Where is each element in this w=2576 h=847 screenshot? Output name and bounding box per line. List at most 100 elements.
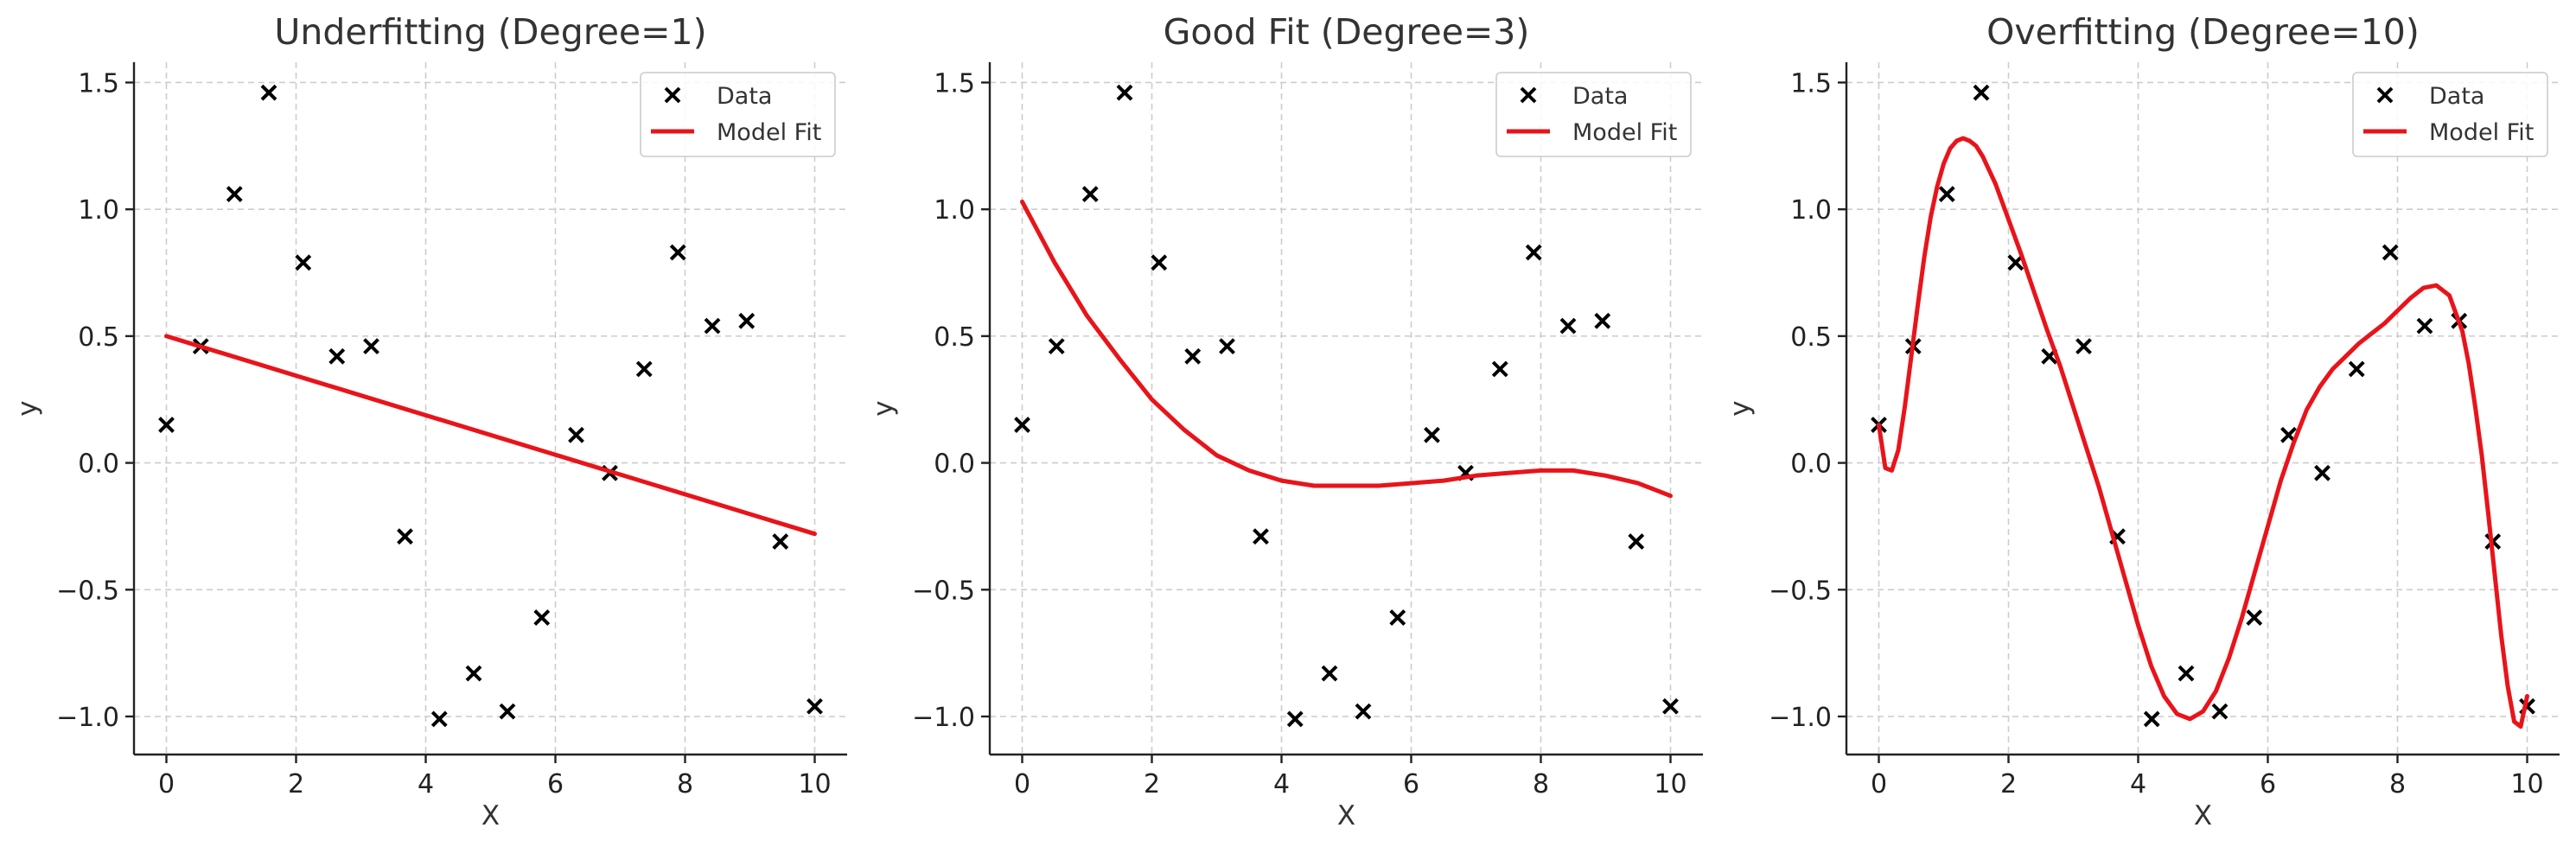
x-tick-label: 4 <box>418 769 434 799</box>
data-point <box>1321 665 1338 682</box>
data-point <box>738 312 756 329</box>
x-tick-label: 8 <box>2389 769 2406 799</box>
y-tick-label: 0.5 <box>1790 322 1832 353</box>
chart-panel-good-fit: 0 2 4 6 8 10 −1.0 −0.5 0.0 0.5 1.0 1.5 Good Fit (Deg… <box>868 11 1703 831</box>
x-tick-label: 0 <box>158 769 175 799</box>
data-point <box>533 609 551 626</box>
legend-label-data: Data <box>2429 83 2484 110</box>
data-point <box>2143 710 2160 728</box>
y-tick-label: −0.5 <box>912 576 975 606</box>
y-tick-label: −1.0 <box>1769 703 1832 733</box>
x-tick-label: 8 <box>677 769 693 799</box>
data-point <box>1628 533 1645 550</box>
data-point <box>1219 338 1235 355</box>
data-point <box>363 338 379 355</box>
data-point <box>1355 703 1372 720</box>
legend-marker-data <box>664 86 681 104</box>
chart-title: Overfitting (Degree=10) <box>1986 11 2420 53</box>
data-point <box>465 665 482 682</box>
data-point <box>2211 703 2228 720</box>
data-point <box>2075 338 2092 355</box>
data-point <box>2382 244 2399 261</box>
y-tick-label: 0.0 <box>1790 449 1832 480</box>
y-tick-label: 1.0 <box>78 195 119 226</box>
x-axis-label: X <box>481 800 500 831</box>
data-point <box>499 703 516 720</box>
data-point <box>260 84 277 101</box>
y-tick-label: 1.5 <box>1790 68 1832 99</box>
legend-marker-data <box>2376 86 2394 104</box>
x-tick-label: 2 <box>288 769 304 799</box>
legend-box <box>2352 72 2548 157</box>
y-tick-label: −0.5 <box>1769 576 1832 606</box>
data-point <box>669 244 686 261</box>
data-point <box>2177 665 2195 682</box>
data-point <box>2246 609 2263 626</box>
x-tick-label: 4 <box>1273 769 1290 799</box>
data-point <box>1286 710 1304 728</box>
x-axis-label: X <box>2194 800 2212 831</box>
y-tick-label: −0.5 <box>56 576 119 606</box>
data-point <box>635 360 653 378</box>
legend-label-model-fit: Model Fit <box>2429 119 2534 146</box>
data-point <box>328 347 346 365</box>
y-tick-label: −1.0 <box>912 703 975 733</box>
y-tick-label: 1.0 <box>1790 195 1832 226</box>
data-point <box>1253 528 1269 545</box>
data-point <box>1525 244 1542 261</box>
data-point <box>2348 360 2365 378</box>
data-point <box>2314 464 2331 481</box>
legend-marker-data <box>1520 86 1537 104</box>
y-tick-label: −1.0 <box>56 703 119 733</box>
data-point <box>1151 254 1168 271</box>
x-tick-label: 6 <box>1403 769 1419 799</box>
y-tick-label: 0.0 <box>78 449 119 480</box>
x-tick-label: 10 <box>798 769 831 799</box>
data-point <box>1081 186 1099 202</box>
legend-box <box>1495 72 1692 157</box>
data-point <box>772 533 789 550</box>
data-point <box>2416 317 2433 334</box>
legend-label-model-fit: Model Fit <box>717 119 821 146</box>
x-tick-label: 0 <box>1014 769 1030 799</box>
x-tick-label: 4 <box>2130 769 2146 799</box>
data-point <box>1184 347 1202 365</box>
data-point <box>1491 360 1508 378</box>
data-point <box>295 254 312 271</box>
data-point <box>1424 426 1440 443</box>
data-point <box>226 186 243 202</box>
chart-panel-underfitting: 0 2 4 6 8 10 −1.0 −0.5 0.0 0.5 1.0 1.5 Underfitting … <box>12 11 847 831</box>
data-point <box>807 697 823 715</box>
chart-panel-overfitting: 0 2 4 6 8 10 −1.0 −0.5 0.0 0.5 1.0 1.5 Overfitting (… <box>1725 11 2560 831</box>
y-axis-label: y <box>12 400 43 416</box>
x-axis-label: X <box>1337 800 1355 831</box>
y-tick-label: 1.5 <box>934 68 975 99</box>
x-tick-label: 6 <box>547 769 564 799</box>
data-point <box>1389 609 1406 626</box>
data-point <box>1048 338 1065 355</box>
legend-label-data: Data <box>1572 83 1628 110</box>
y-axis-label: y <box>868 400 899 416</box>
data-point <box>397 528 413 545</box>
data-point <box>704 317 721 334</box>
chart-title: Underfitting (Degree=1) <box>274 11 706 53</box>
data-point <box>1662 697 1679 715</box>
model-fit-line <box>1877 136 2529 729</box>
model-fit-line <box>1020 199 1673 499</box>
x-tick-label: 10 <box>2510 769 2543 799</box>
y-tick-label: 1.5 <box>78 68 119 99</box>
y-axis-label: y <box>1725 400 1756 416</box>
data-point <box>568 426 584 443</box>
model-fit-line <box>164 334 817 537</box>
data-point <box>1973 84 1990 101</box>
x-tick-label: 10 <box>1654 769 1687 799</box>
legend-label-data: Data <box>717 83 772 110</box>
legend-label-model-fit: Model Fit <box>1572 119 1677 146</box>
data-point <box>158 417 175 433</box>
data-point <box>1594 312 1611 329</box>
chart-title: Good Fit (Degree=3) <box>1164 11 1530 53</box>
x-tick-label: 0 <box>1871 769 1887 799</box>
y-tick-label: 0.5 <box>934 322 975 353</box>
x-tick-label: 2 <box>2000 769 2017 799</box>
